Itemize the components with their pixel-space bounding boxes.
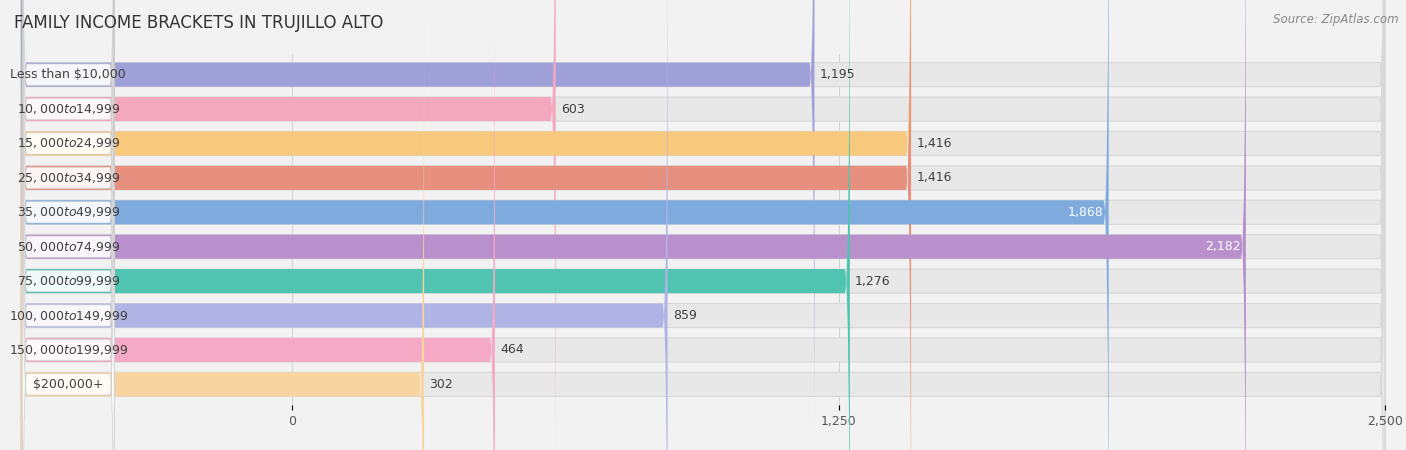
FancyBboxPatch shape	[21, 0, 1385, 450]
FancyBboxPatch shape	[21, 0, 814, 450]
FancyBboxPatch shape	[22, 0, 114, 450]
Text: $15,000 to $24,999: $15,000 to $24,999	[17, 136, 120, 150]
FancyBboxPatch shape	[21, 0, 555, 450]
FancyBboxPatch shape	[22, 0, 114, 450]
Text: 603: 603	[561, 103, 585, 116]
Text: $75,000 to $99,999: $75,000 to $99,999	[17, 274, 120, 288]
Text: 1,276: 1,276	[855, 274, 891, 288]
FancyBboxPatch shape	[22, 17, 114, 450]
Text: $10,000 to $14,999: $10,000 to $14,999	[17, 102, 120, 116]
Text: $50,000 to $74,999: $50,000 to $74,999	[17, 240, 120, 254]
FancyBboxPatch shape	[21, 0, 1109, 450]
Text: Source: ZipAtlas.com: Source: ZipAtlas.com	[1274, 14, 1399, 27]
Text: $150,000 to $199,999: $150,000 to $199,999	[8, 343, 128, 357]
FancyBboxPatch shape	[21, 0, 1385, 450]
FancyBboxPatch shape	[22, 0, 114, 450]
FancyBboxPatch shape	[21, 0, 1385, 450]
FancyBboxPatch shape	[21, 0, 1385, 450]
FancyBboxPatch shape	[21, 0, 1385, 450]
FancyBboxPatch shape	[21, 0, 495, 450]
FancyBboxPatch shape	[21, 0, 668, 450]
FancyBboxPatch shape	[21, 0, 849, 450]
FancyBboxPatch shape	[22, 51, 114, 450]
Text: 2,182: 2,182	[1205, 240, 1240, 253]
Text: $200,000+: $200,000+	[34, 378, 104, 391]
FancyBboxPatch shape	[21, 0, 1385, 450]
FancyBboxPatch shape	[21, 0, 1385, 450]
Text: 1,416: 1,416	[917, 171, 952, 184]
FancyBboxPatch shape	[21, 0, 1246, 450]
Text: 859: 859	[673, 309, 697, 322]
FancyBboxPatch shape	[22, 0, 114, 450]
Text: $25,000 to $34,999: $25,000 to $34,999	[17, 171, 120, 185]
FancyBboxPatch shape	[21, 0, 1385, 450]
Text: 1,416: 1,416	[917, 137, 952, 150]
Text: 464: 464	[501, 343, 524, 356]
Text: $100,000 to $149,999: $100,000 to $149,999	[8, 309, 128, 323]
FancyBboxPatch shape	[22, 0, 114, 442]
FancyBboxPatch shape	[22, 0, 114, 408]
FancyBboxPatch shape	[21, 0, 1385, 450]
FancyBboxPatch shape	[21, 0, 1385, 450]
Text: $35,000 to $49,999: $35,000 to $49,999	[17, 205, 120, 219]
FancyBboxPatch shape	[21, 0, 425, 450]
Text: 1,868: 1,868	[1067, 206, 1104, 219]
FancyBboxPatch shape	[21, 0, 911, 450]
Text: FAMILY INCOME BRACKETS IN TRUJILLO ALTO: FAMILY INCOME BRACKETS IN TRUJILLO ALTO	[14, 14, 384, 32]
FancyBboxPatch shape	[22, 0, 114, 450]
FancyBboxPatch shape	[21, 0, 911, 450]
Text: 302: 302	[429, 378, 453, 391]
Text: 1,195: 1,195	[820, 68, 855, 81]
Text: Less than $10,000: Less than $10,000	[10, 68, 127, 81]
FancyBboxPatch shape	[22, 0, 114, 450]
